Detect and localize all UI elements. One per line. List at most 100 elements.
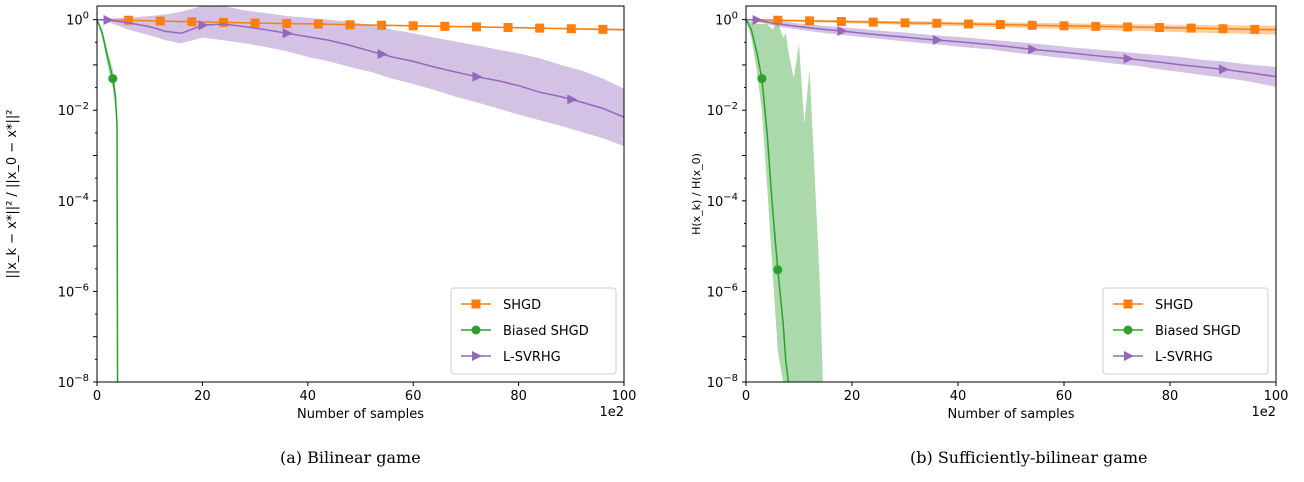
- band-2: [746, 18, 1276, 87]
- series-line-0: [746, 18, 1276, 31]
- y-tick-label-4: 10−8: [707, 373, 738, 391]
- marker-0-5: [932, 18, 942, 28]
- marker-0-14: [1218, 24, 1228, 34]
- marker-0-5: [282, 19, 292, 29]
- plot-area: [97, 6, 624, 382]
- marker-0-13: [1186, 23, 1196, 33]
- marker-0-11: [1123, 22, 1133, 32]
- legend-marker-1: [471, 325, 481, 335]
- marker-0-6: [964, 19, 974, 29]
- marker-0-8: [1027, 20, 1037, 30]
- marker-2-0: [752, 15, 763, 26]
- marker-0-3: [218, 17, 228, 27]
- y-tick-label-3: 10−6: [707, 282, 738, 300]
- x-tick-label-1: 20: [194, 389, 211, 404]
- legend-label-2: L-SVRHG: [1155, 350, 1213, 365]
- band-1: [746, 19, 823, 382]
- marker-0-4: [900, 18, 910, 28]
- plot-area: [746, 15, 1276, 382]
- caption-a: (a) Bilinear game: [280, 448, 421, 467]
- marker-0-0: [124, 15, 134, 25]
- x-tick-label-5: 100: [612, 389, 637, 404]
- band-1: [97, 19, 118, 382]
- legend-marker-0: [471, 299, 481, 309]
- marker-0-7: [995, 20, 1005, 30]
- legend-box: [450, 287, 617, 375]
- legend-marker-1: [1123, 325, 1133, 335]
- legend-marker-0: [1123, 299, 1133, 309]
- x-tick-label-2: 40: [950, 389, 967, 404]
- marker-2-1: [837, 26, 848, 37]
- legend-marker-2: [1124, 351, 1134, 361]
- caption-b: (b) Sufficiently-bilinear game: [910, 448, 1148, 467]
- legend-box: [1102, 287, 1269, 375]
- legend-label-2: L-SVRHG: [503, 350, 561, 365]
- y-tick-label-2: 10−4: [58, 192, 89, 210]
- x-tick-label-2: 40: [300, 389, 317, 404]
- x-multiplier: 1e2: [1251, 405, 1276, 420]
- marker-2-3: [1028, 44, 1039, 55]
- marker-2-4: [472, 71, 483, 82]
- marker-0-6: [313, 19, 323, 29]
- y-tick-label-2: 10−4: [707, 192, 738, 210]
- series-line-1: [746, 19, 790, 382]
- x-tick-label-0: 0: [742, 389, 750, 404]
- y-tick-label-0: 100: [715, 11, 738, 29]
- marker-2-1: [198, 20, 209, 31]
- legend-marker-2: [472, 351, 482, 361]
- marker-0-9: [408, 21, 418, 31]
- x-multiplier: 1e2: [599, 405, 624, 420]
- marker-0-15: [598, 24, 608, 34]
- x-tick-label-3: 60: [1056, 389, 1073, 404]
- marker-0-10: [1091, 21, 1101, 31]
- axes-frame: [745, 5, 1277, 383]
- axes-frame: [96, 5, 625, 383]
- marker-1-0: [757, 74, 767, 84]
- marker-2-4: [1123, 53, 1134, 64]
- marker-0-10: [440, 21, 450, 31]
- marker-0-9: [1059, 21, 1069, 31]
- marker-2-2: [932, 35, 943, 46]
- series-line-2: [746, 18, 1276, 78]
- marker-0-7: [345, 20, 355, 30]
- marker-0-15: [1250, 24, 1260, 34]
- y-tick-label-0: 100: [66, 11, 89, 29]
- x-tick-label-4: 80: [510, 389, 527, 404]
- legend-label-0: SHGD: [1155, 298, 1193, 313]
- marker-2-0: [103, 15, 114, 26]
- series-line-1: [97, 19, 119, 382]
- x-tick-label-1: 20: [844, 389, 861, 404]
- marker-0-12: [503, 23, 513, 33]
- y-axis-label: ||x_k − x*||² / ||x_0 − x*||²: [5, 110, 20, 279]
- marker-0-3: [868, 17, 878, 27]
- marker-0-2: [836, 16, 846, 26]
- marker-2-3: [377, 49, 388, 60]
- x-axis-label: Number of samples: [297, 407, 424, 422]
- y-axis-label: H(x_k) / H(x_0): [690, 153, 703, 235]
- marker-0-1: [155, 16, 165, 26]
- marker-0-0: [773, 15, 783, 25]
- legend-label-1: Biased SHGD: [503, 324, 589, 339]
- y-tick-label-1: 10−2: [707, 101, 738, 119]
- y-tick-label-1: 10−2: [58, 101, 89, 119]
- marker-0-13: [535, 23, 545, 33]
- marker-1-1: [773, 265, 783, 275]
- x-tick-label-3: 60: [405, 389, 422, 404]
- series-line-0: [97, 18, 624, 31]
- marker-2-2: [282, 28, 293, 39]
- marker-0-8: [377, 20, 387, 30]
- marker-1-0: [108, 74, 118, 84]
- x-tick-label-4: 80: [1162, 389, 1179, 404]
- marker-0-1: [805, 16, 815, 26]
- marker-0-14: [566, 24, 576, 34]
- y-tick-label-4: 10−8: [58, 373, 89, 391]
- marker-0-2: [187, 17, 197, 27]
- marker-2-5: [567, 94, 578, 105]
- legend-label-0: SHGD: [503, 298, 541, 313]
- y-tick-label-3: 10−6: [58, 282, 89, 300]
- series-line-2: [97, 18, 624, 118]
- band-2: [97, 6, 624, 147]
